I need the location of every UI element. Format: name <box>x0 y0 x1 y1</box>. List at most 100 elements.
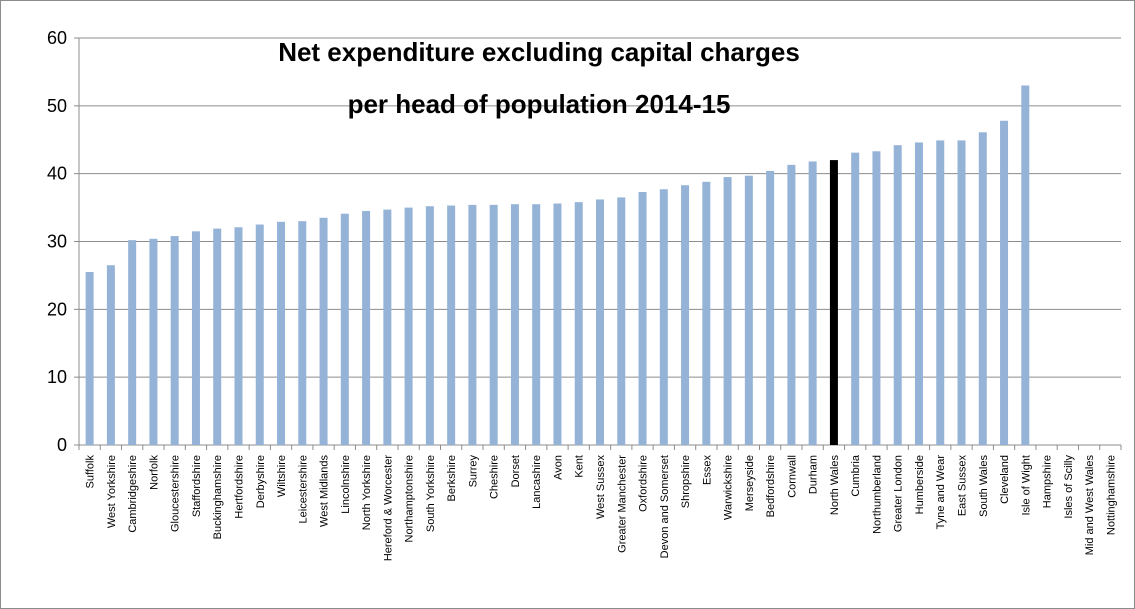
x-tick-label: Avon <box>552 455 564 480</box>
x-tick-label: Gloucestershire <box>170 455 182 532</box>
x-tick-label: Hertfordshire <box>233 455 245 519</box>
x-tick-label: Kent <box>574 455 586 478</box>
x-tick-label: West Midlands <box>319 455 331 527</box>
y-tick-label: 10 <box>47 367 67 387</box>
bar <box>468 204 477 445</box>
y-tick-label: 0 <box>57 435 67 455</box>
x-tick-label: Humberside <box>914 455 926 514</box>
bar <box>872 151 881 445</box>
bar <box>510 204 519 445</box>
x-tick-label: Derbyshire <box>255 455 267 508</box>
x-tick-label: Oxfordshire <box>638 455 650 512</box>
x-tick-label: South Yorkshire <box>425 455 437 532</box>
x-tick-label: Cheshire <box>489 455 501 499</box>
bar <box>829 160 838 445</box>
bar <box>191 231 200 445</box>
x-tick-label: East Sussex <box>957 455 969 517</box>
bar <box>404 207 413 445</box>
x-tick-label: West Yorkshire <box>106 455 118 528</box>
bar <box>319 217 328 445</box>
bar <box>85 272 94 445</box>
x-tick-label: Cleveland <box>999 455 1011 504</box>
bar <box>787 164 796 445</box>
bar <box>766 170 775 445</box>
bar <box>553 203 562 445</box>
x-tick-label: West Sussex <box>595 455 607 519</box>
bar <box>383 209 392 445</box>
x-tick-label: Wiltshire <box>276 455 288 497</box>
x-tick-label: Northumberland <box>871 455 883 534</box>
bar <box>617 197 626 445</box>
bar <box>893 145 902 445</box>
x-tick-label: Berkshire <box>446 455 458 501</box>
x-tick-label: Greater Manchester <box>616 455 628 553</box>
x-tick-label: Dorset <box>510 455 522 487</box>
x-tick-label: Nottinghamshire <box>1105 455 1117 535</box>
x-tick-label: Warwickshire <box>723 455 735 520</box>
x-tick-label: Isle of Wight <box>1020 455 1032 516</box>
bar <box>298 221 307 445</box>
bar <box>851 152 860 445</box>
x-tick-label: South Wales <box>978 455 990 517</box>
x-tick-label: Durham <box>808 455 820 494</box>
bar <box>936 140 945 445</box>
bar <box>744 175 753 445</box>
bar <box>340 213 349 445</box>
x-tick-label: Hampshire <box>1042 455 1054 508</box>
bar <box>1000 120 1009 446</box>
bar <box>213 228 222 445</box>
y-tick-label: 60 <box>47 28 67 48</box>
bar <box>978 132 987 445</box>
x-tick-label: Isles of Scilly <box>1063 455 1075 519</box>
bar <box>957 140 966 445</box>
x-tick-label: Norfolk <box>148 455 160 490</box>
bar <box>447 205 456 445</box>
x-tick-label: Cambridgeshire <box>127 455 139 533</box>
bar <box>1021 85 1030 445</box>
y-tick-label: 50 <box>47 96 67 116</box>
bar <box>234 227 243 445</box>
bar <box>489 204 498 445</box>
bar <box>170 236 179 445</box>
bar <box>128 240 137 445</box>
x-tick-label: Staffordshire <box>191 455 203 517</box>
chart-title-line-1: Net expenditure excluding capital charge… <box>278 37 800 67</box>
bar <box>808 161 817 445</box>
x-tick-label: Lincolnshire <box>340 455 352 514</box>
bar <box>106 265 115 445</box>
x-tick-label: Devon and Somerset <box>659 455 671 558</box>
bar <box>574 202 583 445</box>
x-tick-label: North Wales <box>829 455 841 516</box>
bar <box>532 204 541 445</box>
x-tick-label: Hereford & Worcester <box>382 455 394 562</box>
y-tick-labels: 0 10 20 30 40 50 60 <box>47 28 67 455</box>
x-tick-label: Suffolk <box>85 455 97 489</box>
x-tick-label: Merseyside <box>744 455 756 511</box>
bar <box>425 206 434 445</box>
x-tick-label: Essex <box>701 455 713 485</box>
x-tick-label: Greater London <box>893 455 905 532</box>
bar <box>914 142 923 446</box>
bar <box>277 221 286 445</box>
x-tick-label: Surrey <box>467 455 479 488</box>
y-tick-label: 40 <box>47 164 67 184</box>
bar <box>149 238 158 445</box>
bar <box>362 210 371 445</box>
bar <box>255 224 264 445</box>
bar <box>596 199 604 445</box>
x-tick-label: North Yorkshire <box>361 455 373 530</box>
bar <box>659 189 668 445</box>
bar <box>681 185 690 445</box>
chart-title-line-2: per head of population 2014-15 <box>348 89 731 119</box>
x-tick-label: Northamptonshire <box>404 455 416 542</box>
x-tick-labels: Suffolk West Yorkshire Cambridgeshire Norfo… <box>85 454 1118 561</box>
x-tick-label: Lancashire <box>531 455 543 509</box>
x-tick-label: Buckinghamshire <box>212 455 224 539</box>
bar <box>638 191 647 445</box>
y-tick-label: 20 <box>47 299 67 319</box>
x-tick-label: Shropshire <box>680 455 692 508</box>
x-tick-label: Cumbria <box>850 454 862 496</box>
x-tick-label: Cornwall <box>786 455 798 498</box>
